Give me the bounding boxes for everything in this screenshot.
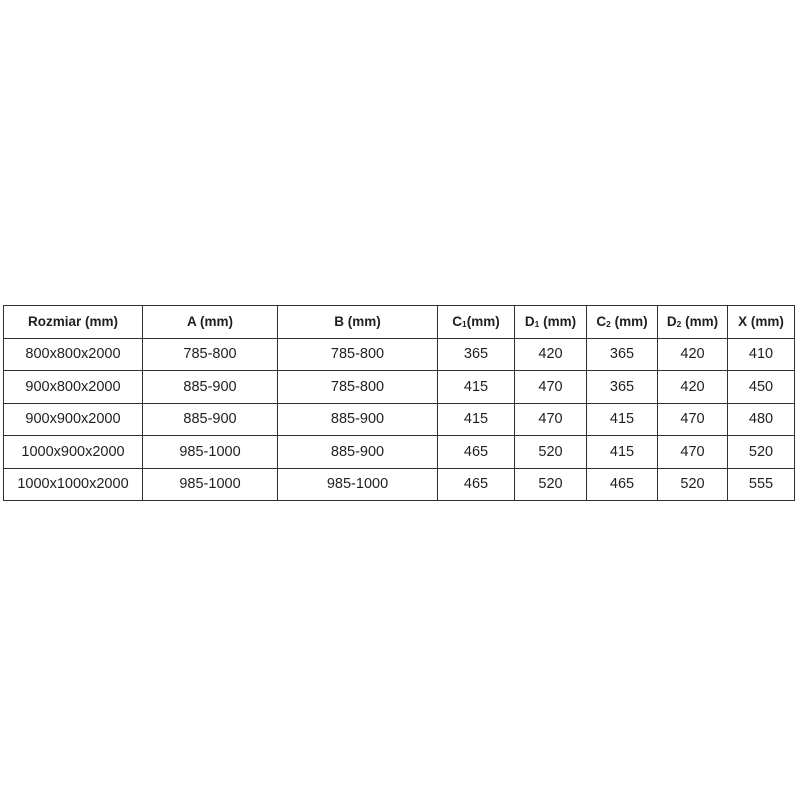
header-cell-a: A (mm)	[142, 305, 278, 339]
header-d1-subscript: 1	[534, 319, 540, 330]
cell-d1: 470	[514, 402, 587, 436]
cell-rozmiar: 1000x900x2000	[3, 435, 143, 469]
cell-b: 785-800	[277, 337, 438, 371]
header-cell-c1: C1(mm)	[437, 305, 515, 339]
table-row: 900x800x2000 885-900 785-800 415 470 365…	[3, 370, 795, 404]
cell-c1: 465	[437, 467, 515, 501]
cell-b: 885-900	[277, 435, 438, 469]
header-d2-subscript: 2	[676, 319, 682, 330]
dimensions-table-container: Rozmiar (mm) A (mm) B (mm) C1(mm) D1 (mm…	[3, 305, 795, 501]
cell-d2: 520	[657, 467, 728, 501]
cell-c2: 365	[586, 370, 658, 404]
cell-x: 450	[727, 370, 795, 404]
header-c2-base: C	[596, 314, 607, 330]
cell-c1: 415	[437, 402, 515, 436]
cell-b: 785-800	[277, 370, 438, 404]
header-c2-unit: (mm)	[610, 314, 648, 330]
cell-d1: 520	[514, 467, 587, 501]
cell-c1: 465	[437, 435, 515, 469]
cell-rozmiar: 800x800x2000	[3, 337, 143, 371]
cell-c2: 415	[586, 435, 658, 469]
cell-d1: 470	[514, 370, 587, 404]
header-c1-unit: (mm)	[466, 314, 500, 330]
header-c1-subscript: 1	[462, 319, 467, 330]
header-d1-unit: (mm)	[539, 314, 577, 330]
header-d1-base: D	[524, 314, 535, 330]
cell-c1: 415	[437, 370, 515, 404]
table-row: 1000x900x2000 985-1000 885-900 465 520 4…	[3, 435, 795, 469]
header-cell-d1: D1 (mm)	[514, 305, 587, 339]
cell-x: 555	[727, 467, 795, 501]
cell-a: 985-1000	[142, 435, 278, 469]
cell-a: 885-900	[142, 370, 278, 404]
header-cell-x: X (mm)	[727, 305, 795, 339]
cell-rozmiar: 900x800x2000	[3, 370, 143, 404]
cell-b: 985-1000	[277, 467, 438, 501]
header-cell-d2: D2 (mm)	[657, 305, 728, 339]
header-row: Rozmiar (mm) A (mm) B (mm) C1(mm) D1 (mm…	[3, 305, 795, 339]
cell-rozmiar: 1000x1000x2000	[3, 467, 143, 501]
cell-d1: 420	[514, 337, 587, 371]
cell-d2: 420	[657, 370, 728, 404]
cell-d2: 470	[657, 435, 728, 469]
header-d2-base: D	[666, 314, 677, 330]
header-cell-rozmiar: Rozmiar (mm)	[3, 305, 143, 339]
cell-x: 410	[727, 337, 795, 371]
cell-c1: 365	[437, 337, 515, 371]
header-cell-c2: C2 (mm)	[586, 305, 658, 339]
cell-c2: 415	[586, 402, 658, 436]
table-row: 900x900x2000 885-900 885-900 415 470 415…	[3, 402, 795, 436]
cell-x: 480	[727, 402, 795, 436]
cell-a: 885-900	[142, 402, 278, 436]
cell-d1: 520	[514, 435, 587, 469]
cell-c2: 365	[586, 337, 658, 371]
dimensions-table: Rozmiar (mm) A (mm) B (mm) C1(mm) D1 (mm…	[3, 305, 795, 501]
cell-b: 885-900	[277, 402, 438, 436]
header-c1-base: C	[452, 314, 463, 330]
cell-rozmiar: 900x900x2000	[3, 402, 143, 436]
cell-x: 520	[727, 435, 795, 469]
header-c2-subscript: 2	[606, 319, 611, 330]
cell-d2: 420	[657, 337, 728, 371]
table-row: 800x800x2000 785-800 785-800 365 420 365…	[3, 337, 795, 371]
cell-d2: 470	[657, 402, 728, 436]
cell-a: 785-800	[142, 337, 278, 371]
header-d2-unit: (mm)	[681, 314, 719, 330]
header-cell-b: B (mm)	[277, 305, 438, 339]
table-row: 1000x1000x2000 985-1000 985-1000 465 520…	[3, 467, 795, 501]
cell-c2: 465	[586, 467, 658, 501]
cell-a: 985-1000	[142, 467, 278, 501]
